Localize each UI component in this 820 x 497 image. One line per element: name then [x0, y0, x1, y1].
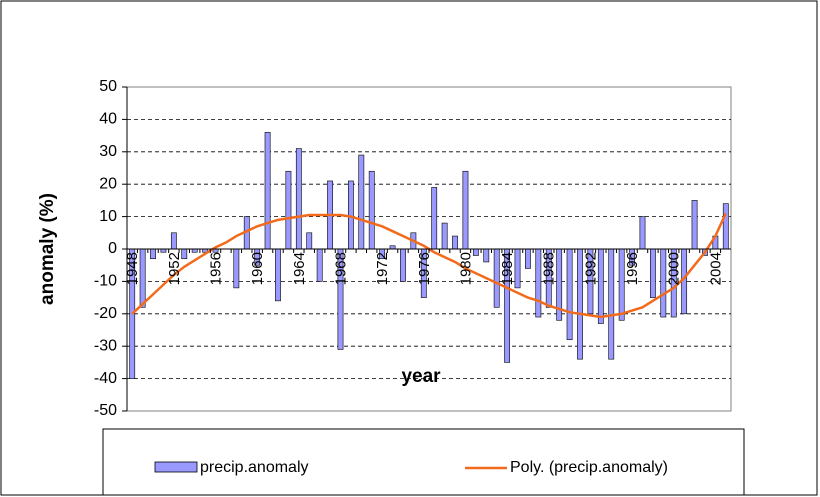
- y-tick-label: 50: [99, 78, 117, 95]
- bar: [400, 248, 406, 282]
- bar: [368, 170, 375, 250]
- y-tick-label: -10: [94, 273, 117, 290]
- bar: [275, 248, 281, 302]
- bar: [462, 170, 469, 250]
- x-tick-label: 2000: [666, 252, 683, 285]
- y-tick-label: 40: [99, 111, 117, 128]
- bar: [441, 222, 448, 250]
- x-tick-label: 1960: [249, 252, 266, 285]
- y-tick-label: -20: [94, 305, 117, 322]
- legend-label: Poly. (precip.anomaly): [510, 459, 668, 476]
- y-tick-label: -40: [94, 370, 117, 387]
- x-tick-label: 1980: [457, 252, 474, 285]
- bar: [452, 235, 458, 250]
- x-tick-label: 1968: [332, 252, 349, 285]
- y-tick-label: 20: [99, 175, 117, 192]
- x-tick-label: 1996: [624, 252, 641, 285]
- x-tick-label: 1984: [499, 252, 516, 285]
- bar: [264, 132, 271, 250]
- x-tick-label: 1976: [416, 252, 433, 285]
- bar: [639, 216, 646, 250]
- y-tick-label: 30: [99, 143, 117, 160]
- bar: [150, 248, 156, 260]
- x-tick-label: 1992: [582, 252, 599, 285]
- y-axis-title: anomaly (%): [37, 193, 58, 305]
- x-tick-label: 2004: [707, 252, 724, 285]
- bar: [233, 248, 240, 289]
- bar: [306, 232, 313, 250]
- bar: [691, 200, 698, 250]
- x-tick-label: 1952: [166, 252, 183, 285]
- bar: [316, 248, 323, 282]
- bar: [525, 248, 531, 269]
- bar: [358, 154, 365, 250]
- x-tick-label: 1964: [291, 252, 308, 285]
- y-tick-label: 0: [108, 240, 117, 257]
- bar: [722, 203, 729, 250]
- bar: [295, 148, 302, 250]
- y-tick-label: -30: [94, 337, 117, 354]
- bar: [285, 170, 292, 250]
- x-tick-label: 1948: [124, 252, 141, 285]
- y-tick-label: 10: [99, 208, 117, 225]
- bar: [608, 248, 615, 360]
- bar: [431, 187, 438, 250]
- bar: [649, 248, 656, 298]
- bar: [170, 232, 177, 250]
- legend-box: [102, 428, 745, 496]
- y-tick-label: -50: [94, 402, 117, 419]
- x-tick-label: 1956: [207, 252, 224, 285]
- x-tick-label: 1972: [374, 252, 391, 285]
- bar: [566, 248, 573, 341]
- x-tick-label: 1988: [541, 252, 558, 285]
- x-axis-title: year: [401, 366, 441, 387]
- legend-label: precip.anomaly: [200, 459, 309, 476]
- bar: [347, 180, 354, 250]
- bar: [483, 248, 490, 263]
- legend-swatch: [154, 461, 198, 473]
